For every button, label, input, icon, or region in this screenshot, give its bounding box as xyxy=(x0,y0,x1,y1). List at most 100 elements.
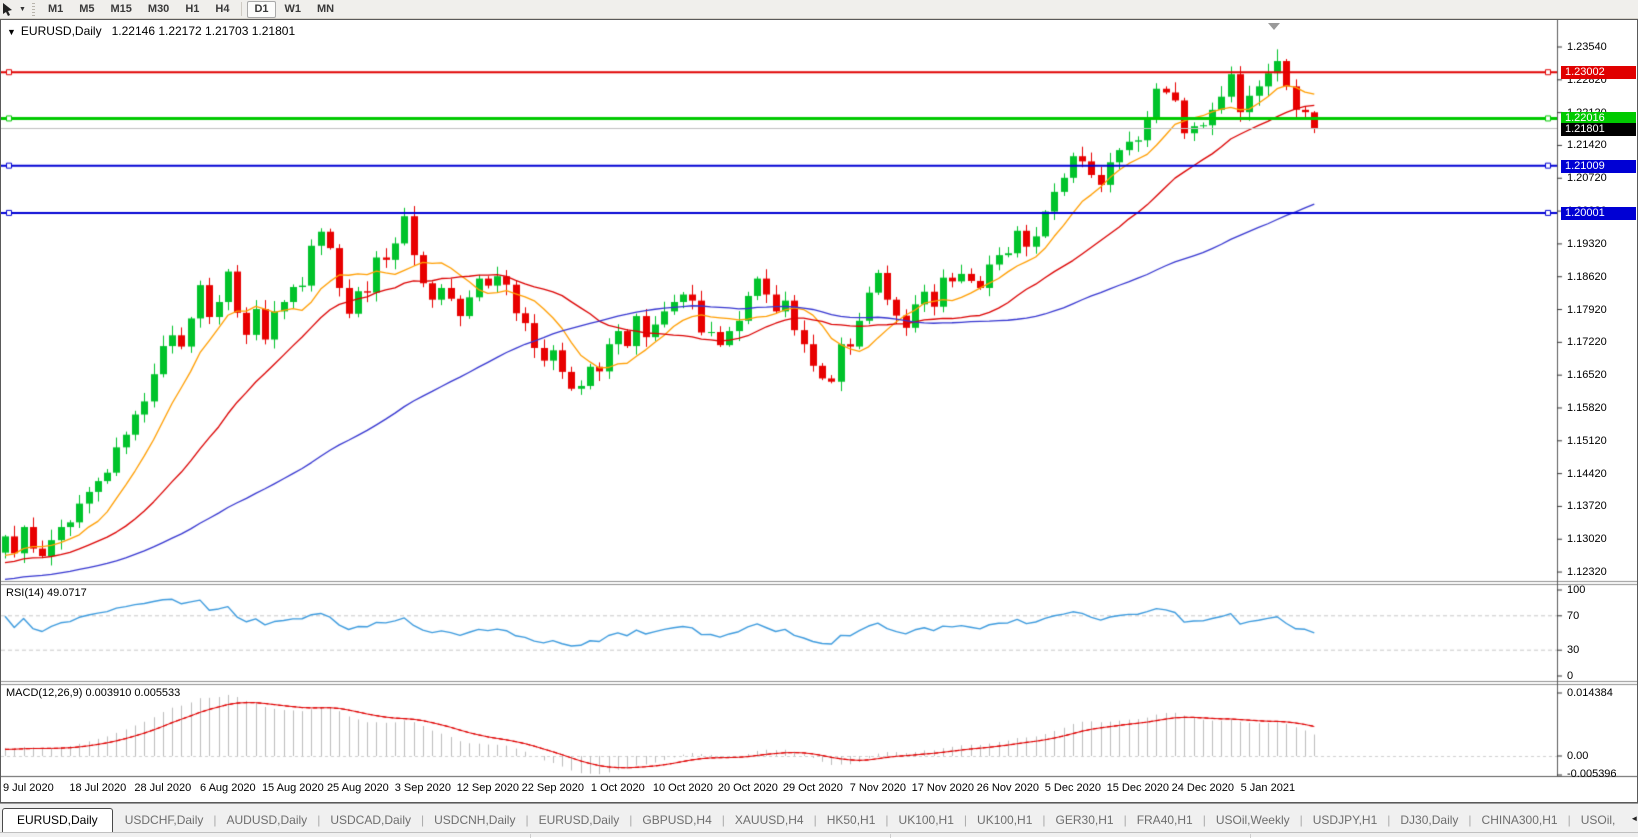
tab-separator: | xyxy=(525,813,529,827)
price-axis-tick: 1.21420 xyxy=(1567,139,1607,152)
macd-pane-label: MACD(12,26,9) 0.003910 0.005533 xyxy=(6,687,181,699)
chart-tab-eurusd-daily[interactable]: EURUSD,Daily xyxy=(538,813,620,827)
chart-shift-marker[interactable] xyxy=(1268,23,1280,30)
macd-axis-tick: 0.00 xyxy=(1567,750,1589,762)
tab-separator: | xyxy=(885,813,889,827)
tab-scroll-left-icon[interactable]: ◄ xyxy=(1630,813,1638,823)
chart-header: ▼ EURUSD,Daily 1.22146 1.22172 1.21703 1.2… xyxy=(7,24,295,38)
tab-separator: | xyxy=(1123,813,1127,827)
timeframe-button-h1[interactable]: H1 xyxy=(185,2,200,15)
price-axis-tick: 1.19320 xyxy=(1567,237,1607,250)
tab-separator: | xyxy=(1202,813,1206,827)
current-price-badge: 1.21801 xyxy=(1561,122,1636,136)
chart-tab-usdcnh-daily[interactable]: USDCNH,Daily xyxy=(434,813,516,827)
price-axis-tick: 1.14420 xyxy=(1567,467,1607,480)
tab-separator: | xyxy=(213,813,217,827)
date-axis-label: 25 Aug 2020 xyxy=(326,782,389,794)
chart-tab-china300-h1[interactable]: CHINA300,H1 xyxy=(1481,813,1558,827)
chart-tab-usoil-weekly[interactable]: USOil,Weekly xyxy=(1215,813,1290,827)
date-axis-label: 18 Jul 2020 xyxy=(69,782,127,794)
rsi-pane-label: RSI(14) 49.0717 xyxy=(6,587,87,599)
price-axis-tick: 1.12320 xyxy=(1567,566,1607,579)
timeframe-button-h4[interactable]: H4 xyxy=(215,2,230,15)
timeframe-button-m15[interactable]: M15 xyxy=(110,2,132,15)
chart-tab-usoil[interactable]: USOil, xyxy=(1580,813,1616,827)
timeframe-button-w1[interactable]: W1 xyxy=(284,2,302,15)
chart-tab-eurusd-daily[interactable]: EURUSD,Daily xyxy=(2,808,113,832)
chart-title: EURUSD,Daily xyxy=(20,24,102,38)
tab-separator: | xyxy=(1387,813,1391,827)
cursor-tool-caret-icon[interactable]: ▼ xyxy=(19,5,26,13)
date-axis-label: 9 Jul 2020 xyxy=(3,782,54,794)
tab-separator: | xyxy=(963,813,968,827)
macd-axis-tick: -0.005396 xyxy=(1567,768,1617,780)
rsi-axis-tick: 70 xyxy=(1567,609,1580,622)
price-axis-tick: 1.17920 xyxy=(1567,303,1607,316)
price-axis-tick: 1.17220 xyxy=(1567,336,1607,349)
chart-tab-uk100-h1[interactable]: UK100,H1 xyxy=(898,813,954,827)
cursor-tool-icon[interactable] xyxy=(2,2,18,17)
chart-tab-uk100-h1[interactable]: UK100,H1 xyxy=(977,813,1033,827)
chart-tab-dj30-daily[interactable]: DJ30,Daily xyxy=(1400,813,1459,827)
date-axis-label: 17 Nov 2020 xyxy=(911,782,975,794)
price-axis-tick: 1.20720 xyxy=(1567,172,1607,185)
rsi-axis-tick: 0 xyxy=(1567,670,1574,682)
price-axis-tick: 1.18620 xyxy=(1567,270,1607,283)
tab-separator: | xyxy=(721,813,725,827)
date-axis-label: 5 Jan 2021 xyxy=(1240,782,1296,794)
date-axis-label: 26 Nov 2020 xyxy=(976,782,1040,794)
timeframe-button-mn[interactable]: MN xyxy=(317,2,335,15)
date-axis-label: 24 Dec 2020 xyxy=(1171,782,1235,794)
date-axis-label: 28 Jul 2020 xyxy=(134,782,192,794)
chart-tab-hk50-h1[interactable]: HK50,H1 xyxy=(826,813,876,827)
date-axis-label: 22 Sep 2020 xyxy=(521,782,585,794)
date-axis-label: 3 Sep 2020 xyxy=(394,782,451,794)
price-axis-tick: 1.13020 xyxy=(1567,533,1607,546)
price-axis-tick: 1.15120 xyxy=(1567,434,1607,447)
price-axis-tick: 1.15820 xyxy=(1567,401,1607,414)
chart-tab-usdjpy-h1[interactable]: USDJPY,H1 xyxy=(1312,813,1378,827)
level-price-badge: 1.21009 xyxy=(1561,159,1636,173)
date-axis-label: 29 Oct 2020 xyxy=(782,782,843,794)
date-axis-label: 1 Oct 2020 xyxy=(590,782,645,794)
chart-ohlc-values: 1.22146 1.22172 1.21703 1.21801 xyxy=(111,24,296,38)
collapse-arrow-icon[interactable]: ▼ xyxy=(7,27,16,37)
price-axis-tick: 1.16520 xyxy=(1567,369,1607,382)
level-price-badge: 1.23002 xyxy=(1561,66,1636,80)
chart-tab-usdchf-daily[interactable]: USDCHF,Daily xyxy=(124,813,204,827)
tab-separator: | xyxy=(1567,813,1571,827)
timeframe-button-m30[interactable]: M30 xyxy=(147,2,170,15)
chart-tab-usdcad-daily[interactable]: USDCAD,Daily xyxy=(330,813,411,827)
level-price-badge: 1.22016 xyxy=(1561,112,1636,126)
timeframe-button-m1[interactable]: M1 xyxy=(47,2,64,15)
chart-tab-gbpusd-h4[interactable]: GBPUSD,H4 xyxy=(642,813,712,827)
date-axis-label: 15 Dec 2020 xyxy=(1106,782,1170,794)
tab-separator: | xyxy=(1299,813,1303,827)
date-axis-label: 5 Dec 2020 xyxy=(1044,782,1101,794)
tab-separator: | xyxy=(317,813,321,827)
tab-separator: | xyxy=(629,813,633,827)
macd-axis-tick: 0.014384 xyxy=(1567,686,1613,699)
rsi-axis-tick: 30 xyxy=(1567,644,1580,657)
price-axis-tick: 1.13720 xyxy=(1567,500,1607,513)
toolbar: ▼ M1 M5 M15 M30 H1 H4 D1 W1 MN xyxy=(0,0,1638,19)
chart-tab-audusd-daily[interactable]: AUDUSD,Daily xyxy=(226,813,308,827)
status-bar xyxy=(0,832,1638,838)
date-axis-label: 20 Oct 2020 xyxy=(717,782,778,794)
chart-tab-bar: EURUSD,Daily USDCHF,Daily | AUDUSD,Daily | US… xyxy=(0,803,1638,832)
timeframe-button-d1[interactable]: D1 xyxy=(247,0,276,18)
date-axis-label: 12 Sep 2020 xyxy=(456,782,520,794)
date-axis-label: 15 Aug 2020 xyxy=(261,782,324,794)
timeframe-button-m5[interactable]: M5 xyxy=(79,2,95,15)
chart-tab-ger30-h1[interactable]: GER30,H1 xyxy=(1055,813,1114,827)
tab-separator: | xyxy=(1468,813,1472,827)
price-axis-tick: 1.23540 xyxy=(1567,41,1607,53)
chart-tab-xauusd-h4[interactable]: XAUUSD,H4 xyxy=(734,813,804,827)
tab-separator: | xyxy=(1042,813,1046,827)
chart-tab-fra40-h1[interactable]: FRA40,H1 xyxy=(1136,813,1193,827)
level-price-badge: 1.20001 xyxy=(1561,206,1636,220)
chart-window: ▼ EURUSD,Daily 1.22146 1.22172 1.21703 1.2… xyxy=(0,19,1638,803)
tab-separator: | xyxy=(421,813,425,827)
date-axis-label: 6 Aug 2020 xyxy=(200,782,256,794)
chart-canvas[interactable] xyxy=(1,20,1637,802)
